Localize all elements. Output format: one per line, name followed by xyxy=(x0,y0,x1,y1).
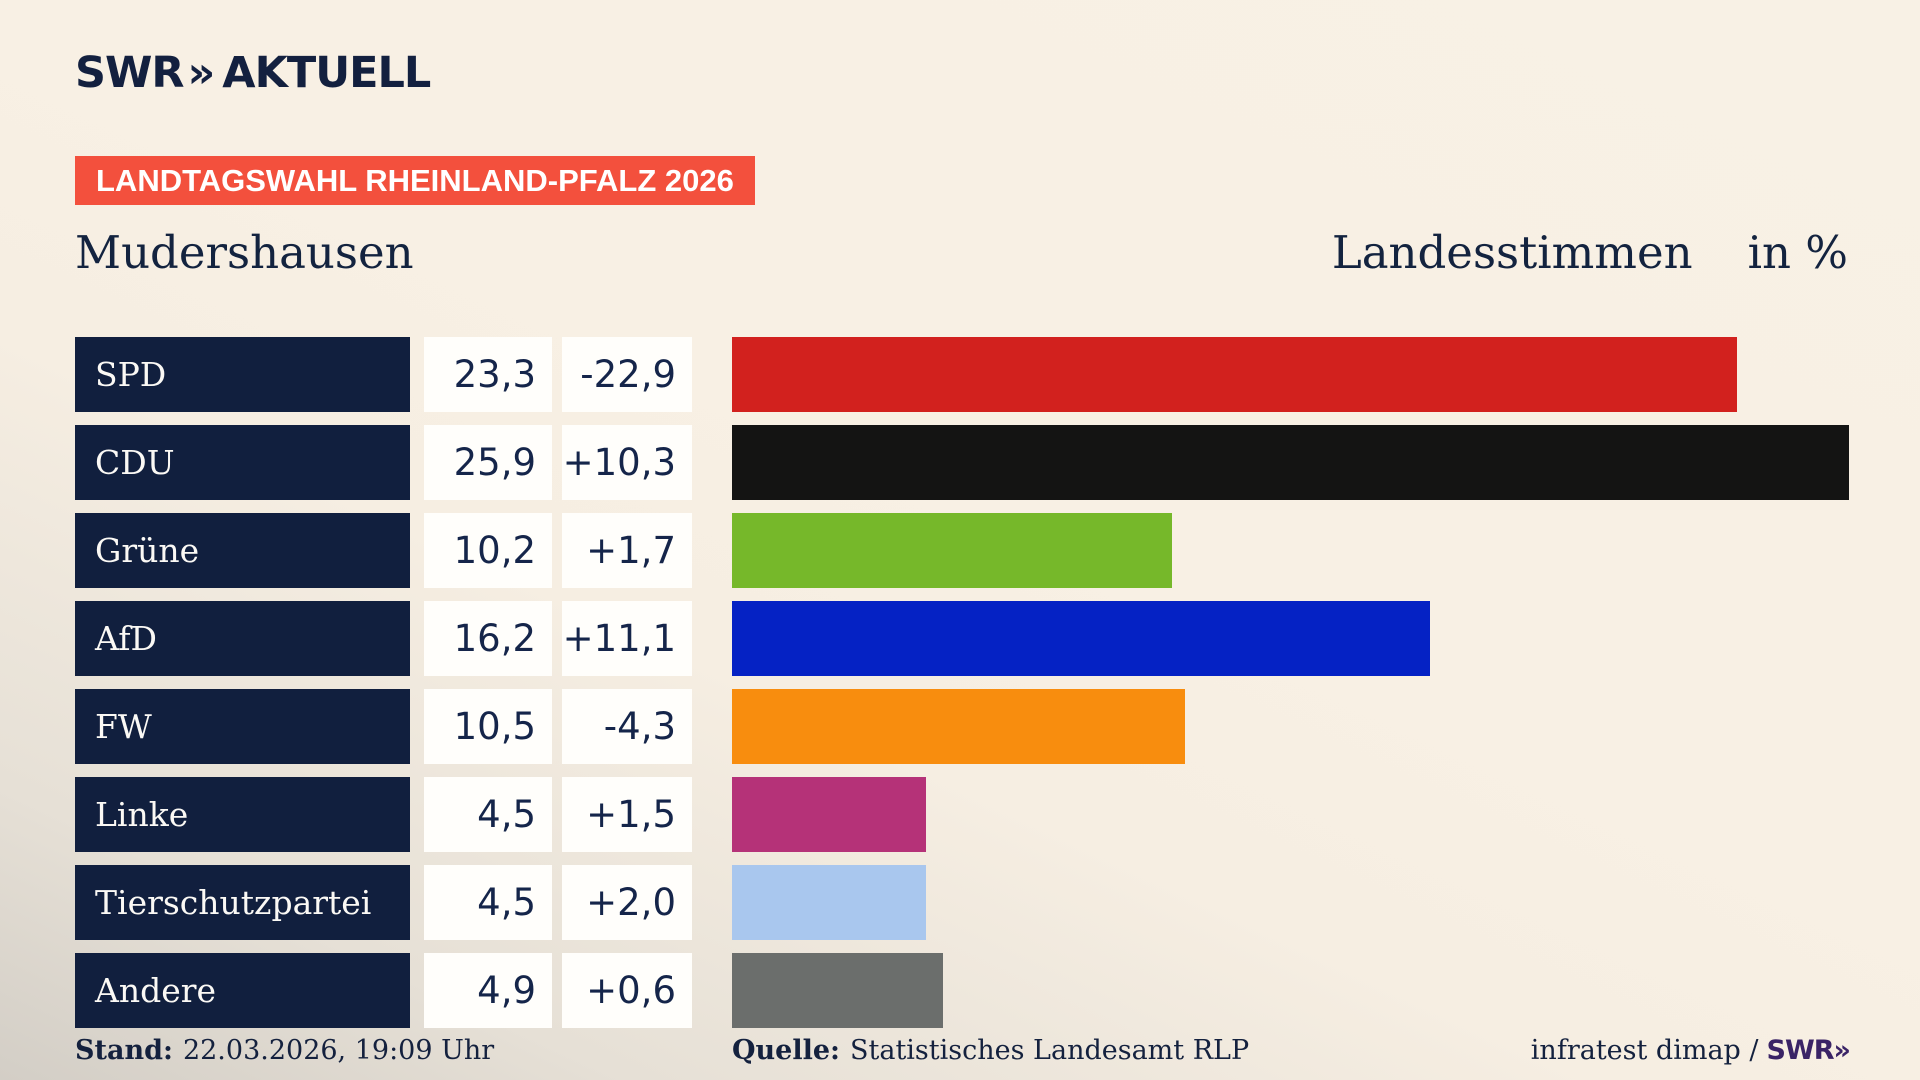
bar-track xyxy=(732,513,1853,588)
party-bar xyxy=(732,865,927,940)
unit-label: in % xyxy=(1747,226,1848,279)
party-change: +0,6 xyxy=(562,953,692,1028)
party-label: CDU xyxy=(75,425,410,500)
measure-label: Landesstimmen xyxy=(1331,226,1693,279)
logo-aktuell-text: AKTUELL xyxy=(222,48,431,98)
party-change: +10,3 xyxy=(562,425,692,500)
party-change: -22,9 xyxy=(562,337,692,412)
footer: Stand: 22.03.2026, 19:09 Uhr Quelle: Stati… xyxy=(0,1030,1920,1072)
bar-chart: SPD 23,3 -22,9 CDU 25,9 +10,3 Grüne 10,2… xyxy=(75,337,1853,1041)
party-bar xyxy=(732,777,927,852)
party-change: +11,1 xyxy=(562,601,692,676)
party-bar xyxy=(732,337,1737,412)
bar-track xyxy=(732,777,1853,852)
bar-track xyxy=(732,689,1853,764)
stand-label: Stand: xyxy=(75,1035,173,1066)
party-row: Grüne 10,2 +1,7 xyxy=(75,513,1853,588)
swr-aktuell-logo: SWR» AKTUELL xyxy=(75,52,431,95)
party-row: AfD 16,2 +11,1 xyxy=(75,601,1853,676)
party-bar xyxy=(732,513,1172,588)
swr-footer-logo: SWR» xyxy=(1766,1035,1851,1066)
party-bar xyxy=(732,953,944,1028)
stand-value: 22.03.2026, 19:09 Uhr xyxy=(182,1035,495,1066)
party-label: Andere xyxy=(75,953,410,1028)
party-label: AfD xyxy=(75,601,410,676)
bar-track xyxy=(732,601,1853,676)
stand-timestamp: Stand: 22.03.2026, 19:09 Uhr xyxy=(75,1030,494,1072)
party-row: CDU 25,9 +10,3 xyxy=(75,425,1853,500)
party-value: 4,5 xyxy=(424,777,552,852)
party-row: SPD 23,3 -22,9 xyxy=(75,337,1853,412)
chart-header: Mudershausen Landesstimmen in % xyxy=(75,224,1848,282)
quelle-label: Quelle: xyxy=(732,1035,840,1066)
party-label: Grüne xyxy=(75,513,410,588)
party-change: +1,5 xyxy=(562,777,692,852)
party-bar xyxy=(732,689,1185,764)
bar-track xyxy=(732,953,1853,1028)
party-label: Linke xyxy=(75,777,410,852)
party-label: Tierschutzpartei xyxy=(75,865,410,940)
bar-track xyxy=(732,865,1853,940)
credit-text: infratest dimap / xyxy=(1530,1035,1759,1066)
municipality-title: Mudershausen xyxy=(75,226,414,279)
logo-swr-text: SWR xyxy=(75,48,185,98)
party-change: -4,3 xyxy=(562,689,692,764)
party-row: Tierschutzpartei 4,5 +2,0 xyxy=(75,865,1853,940)
party-value: 10,2 xyxy=(424,513,552,588)
party-value: 25,9 xyxy=(424,425,552,500)
party-value: 10,5 xyxy=(424,689,552,764)
party-bar xyxy=(732,601,1431,676)
party-value: 4,5 xyxy=(424,865,552,940)
party-value: 4,9 xyxy=(424,953,552,1028)
bar-track xyxy=(732,337,1853,412)
measure-title: Landesstimmen in % xyxy=(1332,224,1848,282)
party-bar xyxy=(732,425,1849,500)
source-attribution: Quelle: Statistisches Landesamt RLP xyxy=(732,1030,1249,1072)
party-change: +2,0 xyxy=(562,865,692,940)
party-value: 16,2 xyxy=(424,601,552,676)
party-value: 23,3 xyxy=(424,337,552,412)
double-chevron-icon: » xyxy=(187,48,216,98)
party-label: SPD xyxy=(75,337,410,412)
party-row: Linke 4,5 +1,5 xyxy=(75,777,1853,852)
credit-attribution: infratest dimap / SWR» xyxy=(1530,1030,1851,1072)
quelle-value: Statistisches Landesamt RLP xyxy=(850,1035,1250,1066)
topic-banner: LANDTAGSWAHL RHEINLAND-PFALZ 2026 xyxy=(75,156,755,205)
party-row: FW 10,5 -4,3 xyxy=(75,689,1853,764)
bar-track xyxy=(732,425,1853,500)
party-label: FW xyxy=(75,689,410,764)
party-row: Andere 4,9 +0,6 xyxy=(75,953,1853,1028)
party-change: +1,7 xyxy=(562,513,692,588)
